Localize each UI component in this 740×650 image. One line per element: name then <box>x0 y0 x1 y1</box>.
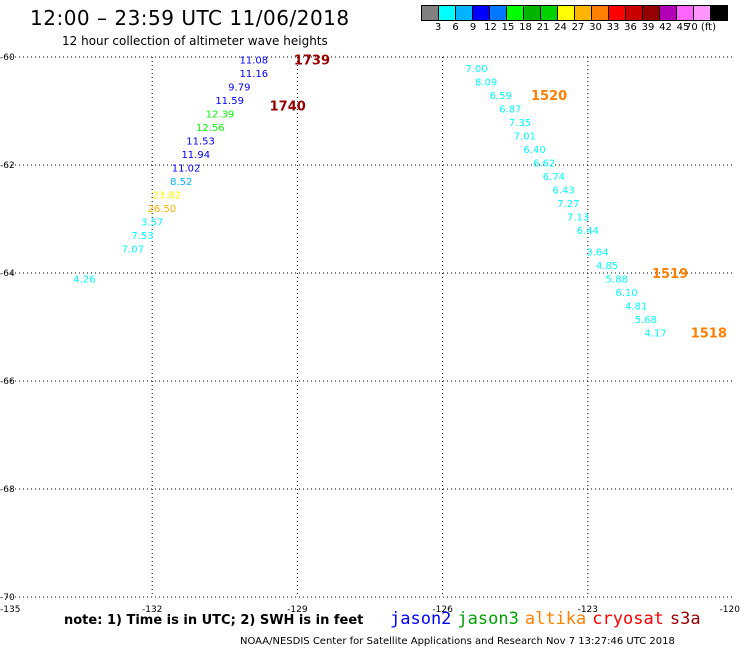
wave-height-value: 5.68 <box>635 315 657 326</box>
satellite-legend-item: jason3 <box>457 609 519 629</box>
pass-time-label: 1740 <box>270 100 306 115</box>
wave-height-value: 7.35 <box>509 118 531 129</box>
wave-height-value: 11.94 <box>181 150 210 161</box>
wave-height-value: 7.27 <box>557 199 579 210</box>
color-scale-bar <box>421 5 728 21</box>
map-subtitle: 12 hour collection of altimeter wave hei… <box>62 34 328 48</box>
wave-height-value: 11.16 <box>240 69 269 80</box>
corner-tick-label: -135 <box>0 605 20 615</box>
wave-height-value: 11.08 <box>240 56 269 67</box>
longitude-tick-label: -126 <box>432 605 453 615</box>
wave-height-value: 6.43 <box>552 185 574 196</box>
wave-height-value: 8.09 <box>475 77 497 88</box>
color-scale-label: 70 (ft) <box>685 22 716 33</box>
wave-height-value: 6.62 <box>533 158 555 169</box>
wave-height-value: 6.10 <box>615 288 637 299</box>
latitude-tick-label: -64 <box>0 269 15 279</box>
wave-height-value: 4.17 <box>644 328 666 339</box>
wave-height-value: 6.74 <box>543 172 565 183</box>
wave-height-value: 7.01 <box>514 131 536 142</box>
wave-height-value: 6.87 <box>499 104 521 115</box>
color-scale-label: 27 <box>571 22 585 33</box>
wave-height-value: 7.13 <box>567 212 589 223</box>
latitude-tick-label: -68 <box>0 485 15 495</box>
wave-height-value: 8.52 <box>170 177 192 188</box>
longitude-tick-label: -129 <box>287 605 308 615</box>
color-scale-label: 45 <box>676 22 690 33</box>
wave-height-value: 6.40 <box>523 145 545 156</box>
wave-height-value: 11.02 <box>172 164 201 175</box>
wave-height-value: 3.57 <box>141 218 163 229</box>
satellite-legend-item: jason2 <box>390 609 452 629</box>
latitude-tick-label: -62 <box>0 161 15 171</box>
satellite-legend-item: s3a <box>669 609 701 629</box>
longitude-tick-label: -123 <box>578 605 598 615</box>
pass-time-label: 1518 <box>691 326 727 341</box>
color-scale-swatch <box>710 5 728 21</box>
wave-height-value: 7.00 <box>465 64 487 75</box>
wave-height-value: 4.81 <box>625 301 647 312</box>
pass-time-label: 1519 <box>652 267 688 282</box>
footer-credit: NOAA/NESDIS Center for Satellite Applica… <box>240 636 675 647</box>
color-scale-label: 9 <box>469 22 477 33</box>
wave-height-value: 6.59 <box>490 91 512 102</box>
wave-height-value: 9.79 <box>228 83 250 94</box>
latitude-tick-label: -66 <box>0 377 15 387</box>
wave-height-value: 11.53 <box>186 137 215 148</box>
color-scale-label: 33 <box>606 22 620 33</box>
color-scale-label: 15 <box>501 22 515 33</box>
color-scale-labels: 3 6 9 12 15 18 21 24 27 30 33 36 39 42 45 70 (ft) <box>422 22 740 36</box>
longitude-tick-label: -132 <box>142 605 162 615</box>
wave-height-value: 11.59 <box>215 96 244 107</box>
wave-height-value: 7.53 <box>131 231 153 242</box>
color-scale-label: 6 <box>452 22 459 33</box>
color-scale-label: 21 <box>536 22 550 33</box>
color-scale-label: 18 <box>519 22 532 33</box>
color-scale-label: 36 <box>624 22 637 33</box>
satellite-legend: jason2 jason3 altika cryosat s3a <box>390 609 707 629</box>
pass-time-label: 1520 <box>531 89 567 104</box>
color-scale-label: 3 <box>434 22 442 33</box>
wave-height-value: 4.26 <box>73 274 95 285</box>
wave-height-value: 26.50 <box>148 204 177 215</box>
satellite-legend-item: cryosat <box>592 609 664 629</box>
color-scale-label: 24 <box>554 22 567 33</box>
map-title: 12:00 – 23:59 UTC 11/06/2018 <box>30 6 350 30</box>
wave-height-value: 23.82 <box>152 191 181 202</box>
latitude-tick-label: -70 <box>0 593 15 603</box>
satellite-legend-item: altika <box>524 609 587 629</box>
wave-height-value: 12.39 <box>206 110 235 121</box>
color-scale-label: 42 <box>659 22 672 33</box>
color-scale-label: 39 <box>641 22 655 33</box>
wave-height-value: 12.56 <box>196 123 225 134</box>
wave-height-value: 4.85 <box>596 261 618 272</box>
color-scale-label: 12 <box>484 22 497 33</box>
wave-height-value: 3.64 <box>586 247 608 258</box>
latitude-tick-label: -60 <box>0 53 15 63</box>
wave-height-value: 6.44 <box>577 226 599 237</box>
corner-tick-label: -120 <box>720 605 740 615</box>
note-text: note: 1) Time is in UTC; 2) SWH is in fe… <box>64 613 364 628</box>
pass-time-label: 1739 <box>294 54 330 69</box>
color-scale-label: 30 <box>589 22 602 33</box>
wave-height-value: 7.07 <box>122 245 144 256</box>
wave-height-value: 5.88 <box>606 274 628 285</box>
